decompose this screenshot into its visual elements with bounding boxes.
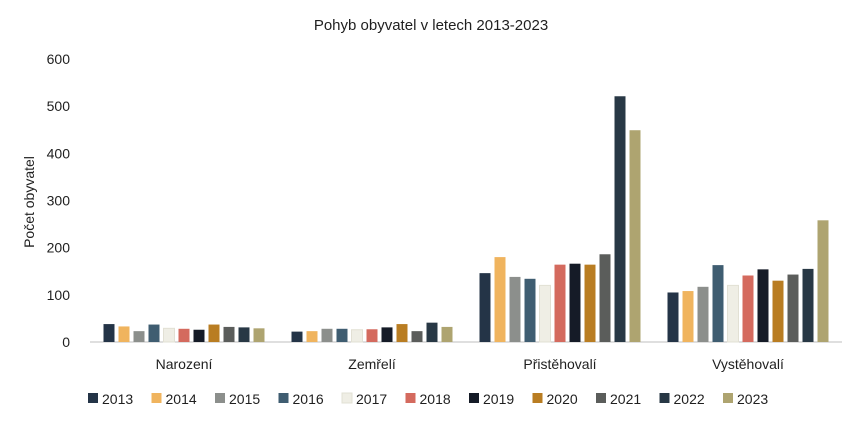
bar-2015 <box>321 328 333 342</box>
legend-label: 2013 <box>102 391 133 407</box>
legend-label: 2017 <box>356 391 387 407</box>
bar-2016 <box>712 265 724 342</box>
chart-title: Pohyb obyvatel v letech 2013-2023 <box>314 17 548 34</box>
bar-2017 <box>163 327 175 343</box>
legend-label: 2016 <box>293 391 324 407</box>
bar-2022 <box>614 96 626 342</box>
bar-2019 <box>757 269 769 342</box>
x-category-label: Narození <box>156 356 213 372</box>
bar-2023 <box>817 220 829 342</box>
legend-label: 2022 <box>674 391 705 407</box>
bar-2022 <box>426 322 438 342</box>
bar-2017 <box>727 284 739 343</box>
x-category-label: Zemřelí <box>348 356 396 372</box>
bar-2019 <box>193 329 205 342</box>
legend-swatch-2013 <box>88 393 98 403</box>
y-tick-label: 100 <box>47 287 71 303</box>
y-tick-label: 0 <box>62 334 70 350</box>
bar-2019 <box>569 263 581 342</box>
bar-2014 <box>494 257 506 342</box>
legend-swatch-2023 <box>723 393 733 403</box>
y-axis-label: Počet obyvatel <box>21 156 37 248</box>
legend-swatch-2014 <box>151 393 162 403</box>
bar-2017 <box>539 284 551 343</box>
bar-2021 <box>787 274 799 342</box>
legend-swatch-2022 <box>659 393 670 403</box>
bar-2022 <box>238 327 250 342</box>
y-tick-label: 300 <box>47 193 71 209</box>
bar-2018 <box>554 264 566 342</box>
bar-2020 <box>584 264 596 342</box>
y-tick-label: 600 <box>47 51 71 67</box>
bar-2020 <box>208 324 220 342</box>
legend-swatch-2019 <box>469 393 479 403</box>
bar-2014 <box>118 326 130 342</box>
legend-label: 2014 <box>166 391 197 407</box>
legend-label: 2023 <box>737 391 768 407</box>
bar-2014 <box>682 291 694 342</box>
y-tick-label: 500 <box>47 98 71 114</box>
legend-label: 2020 <box>547 391 578 407</box>
x-axis-category-labels: Narození Zemřelí Přistěhovalí Vystěhovalí <box>156 356 784 372</box>
legend-swatch-2015 <box>215 393 225 403</box>
legend-label: 2019 <box>483 391 514 407</box>
bar-2015 <box>697 286 709 342</box>
bar-2018 <box>366 329 378 342</box>
bar-2023 <box>253 328 265 342</box>
legend-label: 2015 <box>229 391 260 407</box>
bar-2019 <box>381 327 393 342</box>
bar-2018 <box>178 328 190 342</box>
bar-2018 <box>742 275 754 342</box>
bar-2014 <box>306 331 318 342</box>
bar-2022 <box>802 268 814 342</box>
x-category-label: Vystěhovalí <box>712 356 784 372</box>
legend-swatch-2018 <box>405 393 416 403</box>
y-tick-label: 400 <box>47 145 71 161</box>
bar-2013 <box>479 273 491 342</box>
y-tick-label: 200 <box>47 240 71 256</box>
bar-series-group <box>103 96 829 343</box>
legend-label: 2018 <box>420 391 451 407</box>
bar-2021 <box>411 331 423 342</box>
bar-2021 <box>599 254 611 342</box>
legend: 2013 2014 2015 2016 2017 2018 2019 2020 2021 2022… <box>88 391 768 407</box>
bar-2023 <box>441 326 453 342</box>
bar-2020 <box>772 280 784 342</box>
legend-swatch-2016 <box>278 393 289 403</box>
legend-swatch-2020 <box>532 393 543 403</box>
bar-2013 <box>667 292 679 342</box>
bar-2020 <box>396 324 408 342</box>
x-category-label: Přistěhovalí <box>523 356 596 372</box>
bar-2015 <box>133 331 145 342</box>
bar-2021 <box>223 326 235 342</box>
bar-2023 <box>629 130 641 342</box>
legend-swatch-2021 <box>596 393 606 403</box>
bar-2013 <box>103 324 115 342</box>
bar-2013 <box>291 331 303 342</box>
bar-2015 <box>509 276 521 342</box>
bar-2016 <box>524 278 536 342</box>
bar-2016 <box>336 328 348 342</box>
y-axis-ticks: 0 100 200 300 400 500 600 <box>47 51 71 350</box>
bar-2016 <box>148 324 160 342</box>
bar-2017 <box>351 329 363 343</box>
legend-label: 2021 <box>610 391 641 407</box>
legend-swatch-2017 <box>341 392 353 404</box>
